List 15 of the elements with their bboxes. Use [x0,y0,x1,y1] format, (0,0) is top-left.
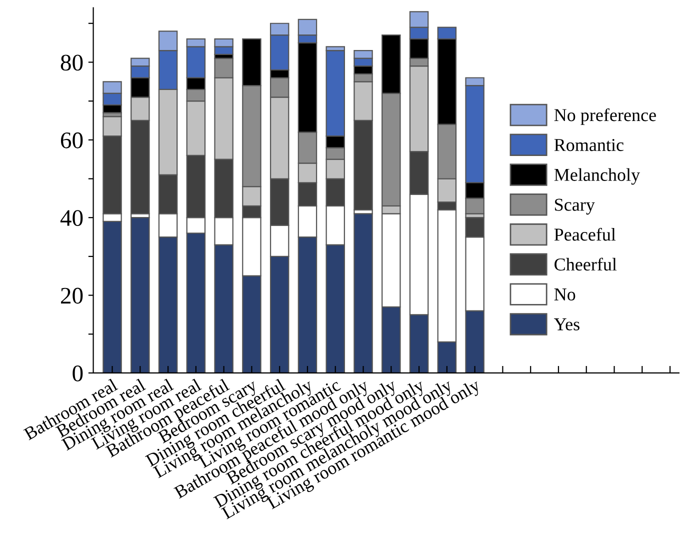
bar [130,217,150,373]
legend-label: No preference [554,108,656,125]
y-tick-label: 40 [60,210,83,226]
legend-label: Melancholy [554,168,640,185]
y-tick-label: 0 [72,365,83,382]
y-tick-label: 60 [60,132,83,148]
bar [354,213,373,373]
y-tick-label: 20 [61,288,83,304]
legend-label: No [554,288,576,300]
legend-label: Romantic [554,138,624,152]
y-tick-label: 80 [60,54,83,71]
legend-label: Cheerful [554,258,617,271]
legend-label: Yes [554,318,580,330]
legend-label: Scary [555,198,595,215]
legend-label: Peaceful [554,228,616,241]
